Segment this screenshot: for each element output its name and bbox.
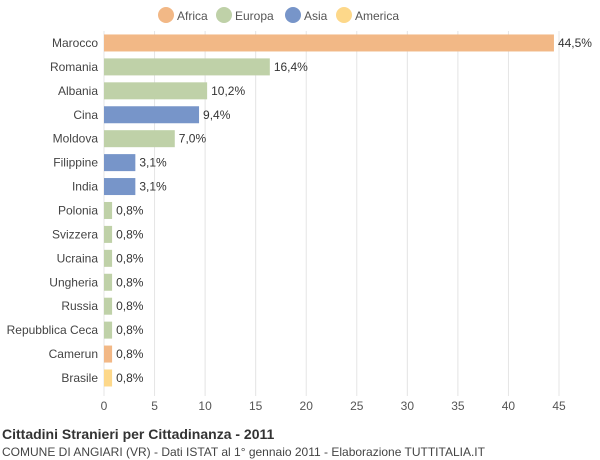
category-label: Repubblica Ceca	[7, 323, 99, 337]
category-label: Polonia	[58, 203, 98, 217]
value-labels: 44,5% 16,4% 10,2% 9,4% 7,0% 3,1% 3,1% 0,8% 0,8% 0…	[116, 36, 592, 385]
legend-label-america: America	[355, 9, 399, 23]
value-label: 0,8%	[116, 323, 144, 337]
bars	[104, 34, 554, 387]
x-tick-label: 15	[249, 399, 263, 413]
category-label: Brasile	[61, 371, 98, 385]
bar-svizzera	[104, 225, 113, 243]
legend-marker-asia	[285, 7, 301, 23]
category-label: Camerun	[49, 347, 98, 361]
x-tick-label: 35	[451, 399, 465, 413]
bar-brasile	[104, 369, 113, 387]
bar-marocco	[104, 34, 554, 52]
x-axis-ticks: 0 5 10 15 20 25 30 35 40 45	[101, 399, 566, 413]
bar-camerun	[104, 345, 113, 363]
value-label: 10,2%	[211, 84, 245, 98]
category-label: Albania	[58, 84, 98, 98]
x-tick-label: 25	[350, 399, 364, 413]
value-label: 0,8%	[116, 227, 144, 241]
bar-ungheria	[104, 273, 113, 291]
x-tick-label: 45	[552, 399, 566, 413]
x-tick-label: 30	[401, 399, 415, 413]
value-label: 0,8%	[116, 251, 144, 265]
category-label: India	[72, 180, 98, 194]
bar-india	[104, 178, 136, 196]
category-label: Ucraina	[57, 251, 99, 265]
legend-marker-africa	[158, 7, 174, 23]
x-tick-label: 40	[502, 399, 516, 413]
value-label: 0,8%	[116, 299, 144, 313]
bar-repubblica-ceca	[104, 321, 113, 339]
category-labels: Marocco Romania Albania Cina Moldova Filippin…	[7, 36, 99, 385]
legend-label-asia: Asia	[304, 9, 328, 23]
legend-marker-america	[336, 7, 352, 23]
bar-ucraina	[104, 249, 113, 267]
category-label: Filippine	[53, 156, 98, 170]
value-label: 3,1%	[139, 180, 167, 194]
legend-label-africa: Africa	[177, 9, 208, 23]
value-label: 0,8%	[116, 347, 144, 361]
value-label: 7,0%	[179, 132, 207, 146]
category-label: Romania	[50, 60, 98, 74]
category-label: Russia	[61, 299, 98, 313]
value-label: 0,8%	[116, 203, 144, 217]
category-label: Marocco	[52, 36, 98, 50]
category-label: Svizzera	[52, 227, 98, 241]
value-label: 0,8%	[116, 275, 144, 289]
bar-albania	[104, 82, 208, 100]
x-tick-label: 20	[300, 399, 314, 413]
legend-marker-europa	[216, 7, 232, 23]
bar-cina	[104, 106, 200, 124]
bar-moldova	[104, 130, 175, 148]
bar-polonia	[104, 201, 113, 219]
category-label: Ungheria	[49, 275, 98, 289]
category-label: Cina	[73, 108, 98, 122]
value-label: 9,4%	[203, 108, 231, 122]
category-label: Moldova	[53, 132, 99, 146]
legend: Africa Europa Asia America	[158, 7, 399, 23]
x-tick-label: 5	[151, 399, 158, 413]
legend-label-europa: Europa	[235, 9, 274, 23]
chart-title: Cittadini Stranieri per Cittadinanza - 2…	[2, 426, 275, 442]
bar-russia	[104, 297, 113, 315]
x-tick-label: 10	[198, 399, 212, 413]
value-label: 44,5%	[558, 36, 592, 50]
value-label: 16,4%	[274, 60, 308, 74]
bar-romania	[104, 58, 270, 76]
x-tick-label: 0	[101, 399, 108, 413]
value-label: 0,8%	[116, 371, 144, 385]
value-label: 3,1%	[139, 156, 167, 170]
bar-filippine	[104, 154, 136, 172]
chart: Africa Europa Asia America Marocco Romania Al…	[7, 7, 592, 413]
chart-subtitle: COMUNE DI ANGIARI (VR) - Dati ISTAT al 1…	[2, 445, 485, 459]
